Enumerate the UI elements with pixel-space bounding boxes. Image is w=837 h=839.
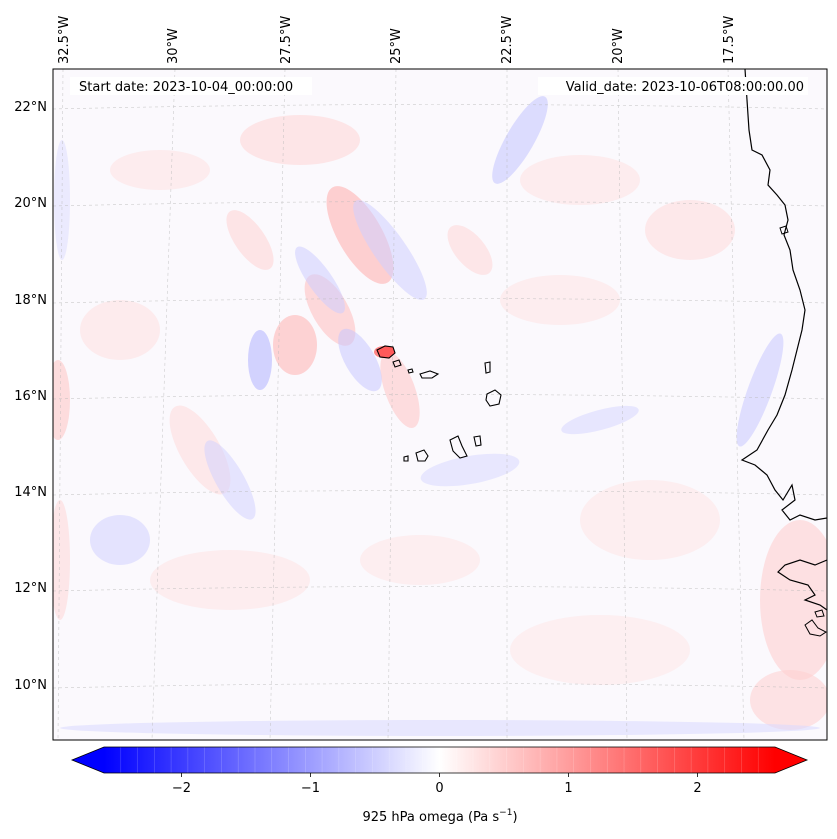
colorbar-extend-min: [72, 747, 104, 773]
start-date-box: Start date: 2023-10-04_00:00:00: [70, 77, 312, 95]
lon-label: 27.5°W: [279, 16, 294, 64]
valid-date-label: Valid_date: 2023-10-06T08:00:00.00: [566, 80, 804, 95]
island-maio: [473, 435, 482, 447]
lon-label: 32.5°W: [57, 16, 72, 64]
island-brava: [403, 455, 409, 462]
canary-coast-islet: [779, 225, 789, 235]
lat-label: 10°N: [14, 678, 47, 693]
coast-islet: [814, 609, 825, 618]
start-date-label: Start date: 2023-10-04_00:00:00: [79, 80, 293, 95]
lon-label: 25°W: [389, 28, 404, 64]
colorbar-tick-label: 1: [564, 781, 572, 796]
colorbar-tick-label: −2: [172, 781, 191, 796]
colorbar-tick-label: 0: [435, 781, 443, 796]
island-sao-nicolau: [419, 370, 440, 379]
africa-coastline-south: [777, 559, 827, 611]
omega-field: [53, 96, 827, 736]
lon-label: 20°W: [611, 28, 626, 64]
latitude-labels: 22°N 20°N 18°N 16°N 14°N 12°N 10°N: [14, 100, 47, 693]
island-santa-luzia: [407, 368, 414, 374]
lat-label: 20°N: [14, 196, 47, 211]
island-fogo: [415, 449, 429, 462]
colorbar-tick-label: −1: [301, 781, 320, 796]
colorbar-label: 925 hPa omega (Pa s−1): [362, 808, 517, 825]
coast-islands-bijagos: [804, 619, 827, 637]
colorbar-body: [104, 747, 775, 773]
lat-label: 18°N: [14, 293, 47, 308]
map-panel: Start date: 2023-10-04_00:00:00 Valid_da…: [53, 69, 827, 740]
colorbar-level-lines: [120, 747, 759, 773]
island-sao-vicente: [392, 359, 402, 368]
lat-label: 14°N: [14, 485, 47, 500]
lon-label: 22.5°W: [500, 16, 515, 64]
lon-label: 30°W: [166, 28, 181, 64]
island-sal: [484, 361, 491, 374]
map-frame: [52, 68, 828, 741]
graticule: [53, 69, 827, 740]
colorbar-outline: [70, 746, 809, 774]
cape-verde-islands: [376, 345, 502, 462]
colorbar-tick-label: 2: [693, 781, 701, 796]
lat-label: 22°N: [14, 100, 47, 115]
lat-label: 16°N: [14, 389, 47, 404]
valid-date-box: Valid_date: 2023-10-06T08:00:00.00: [538, 77, 808, 95]
island-santiago: [449, 435, 468, 459]
africa-coastline: [740, 69, 827, 521]
longitude-labels: 32.5°W 30°W 27.5°W 25°W 22.5°W 20°W 17.5…: [57, 16, 737, 64]
lon-label: 17.5°W: [722, 16, 737, 64]
colorbar: −2 −1 0 1 2 925 hPa omega (Pa s−1): [70, 746, 809, 825]
island-boa-vista: [485, 389, 502, 407]
lat-label: 12°N: [14, 581, 47, 596]
colorbar-extend-max: [775, 747, 807, 773]
island-santo-antao: [376, 345, 396, 359]
colorbar-ticks: −2 −1 0 1 2: [172, 773, 702, 796]
